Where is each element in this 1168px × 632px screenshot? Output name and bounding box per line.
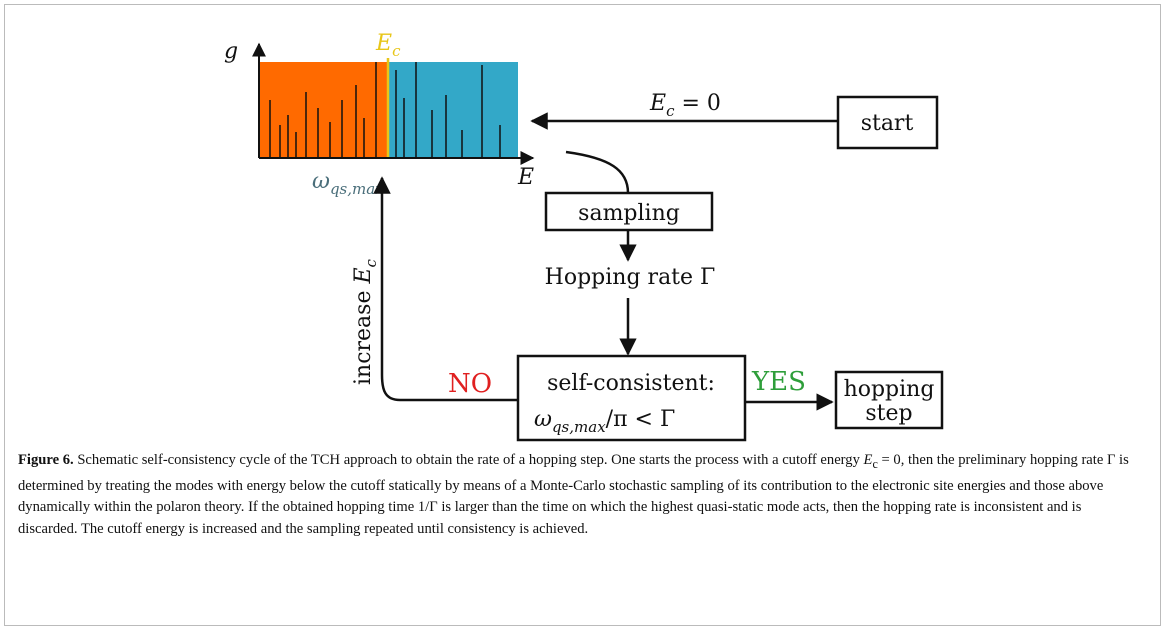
hop-label: hopping [844,377,935,402]
dynamic-region [388,62,518,158]
check-box [516,354,747,442]
start-box [836,95,939,150]
y-axis-label: g [224,39,238,64]
edge-label: increase Ec [351,258,380,385]
start-label: start [861,111,914,136]
figure-frame [4,4,1161,626]
math-base: E [649,91,666,116]
diagram: g E Ec ωqs,max start Ec = 0 sampling Hop… [224,31,944,442]
arrow [373,176,518,402]
text: increase [351,284,376,385]
math-sub: c [872,456,878,471]
caption-text: Schematic self-consistency cycle of the … [73,452,864,468]
math-rest: /π < Γ [606,407,676,432]
check-label: self-consistent: [547,371,715,396]
math-sub: qs,max [330,180,384,198]
math-base: E [351,267,376,284]
curve [565,150,630,194]
quasi-static-region [259,62,388,158]
cutoff-label: Ec [375,31,401,60]
math-sub: qs,max [552,418,606,436]
caption-text: , then the preliminary hopping rate Γ is… [18,452,1129,537]
math-sub: c [362,258,380,267]
math-sub: c [666,102,675,120]
math-base: E [375,31,392,56]
no-label: NO [448,369,492,399]
math-rest: = 0 [877,452,901,468]
yes-label: YES [751,367,806,397]
caption: Figure 6. Schematic self-consistency cyc… [18,450,1143,540]
math-base: ω [534,407,552,432]
mode-label: ωqs,max [312,169,384,198]
x-axis-label: E [517,165,534,190]
check-condition: ωqs,max/π < Γ [534,407,675,436]
math-rest: = 0 [674,91,720,116]
mode-lines [269,62,501,158]
sampling-label: sampling [578,201,680,226]
edge-label: Ec = 0 [649,91,721,120]
hop-box [834,370,944,430]
hop-label: step [865,401,912,426]
math-sub: c [392,42,401,60]
edge-label: Hopping rate Γ [545,265,716,290]
math-base: E [863,452,873,468]
math-base: ω [312,169,330,194]
caption-label: Figure 6. [18,452,74,468]
